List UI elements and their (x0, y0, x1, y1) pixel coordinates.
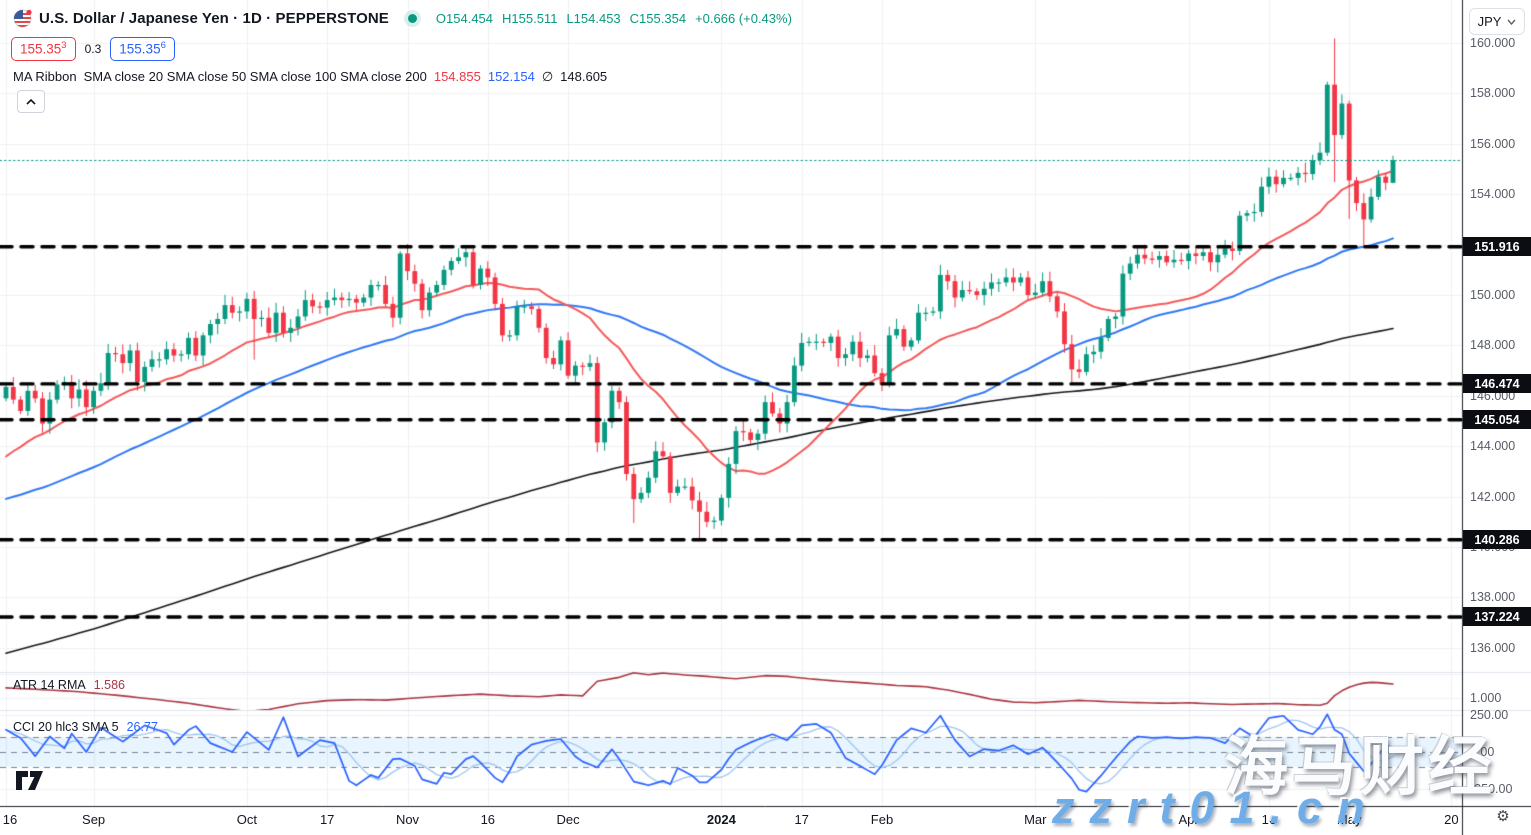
ma20-value: 154.855 (433, 69, 481, 84)
ma100-value: ∅ (541, 69, 554, 84)
price-level-badge: 151.916 (1463, 237, 1531, 257)
time-tick-label[interactable]: 16 (1261, 812, 1277, 827)
tradingview-logo[interactable] (15, 770, 45, 796)
ohlc-values: O154.454 H155.511 L154.453 C155.354 +0.6… (436, 11, 792, 26)
time-tick-label[interactable]: Apr (1178, 812, 1199, 827)
ma200-value: 148.605 (560, 69, 608, 84)
ma50-value: 152.154 (487, 69, 535, 84)
ask-price-box[interactable]: 155.356 (110, 37, 175, 61)
price-tick-label[interactable]: 158.000 (1470, 86, 1516, 101)
spread-value: 0.3 (84, 41, 102, 56)
bid-ask-row: 155.353 0.3 155.356 (11, 37, 175, 61)
atr-label: ATR 14 RMA (13, 678, 86, 692)
time-tick-label[interactable]: 16 (480, 812, 496, 827)
ask-price-fraction: 6 (160, 40, 166, 51)
price-tick-label[interactable]: 136.000 (1470, 640, 1516, 655)
price-tick-label[interactable]: 150.000 (1470, 288, 1516, 303)
time-tick-label[interactable]: 17 (319, 812, 335, 827)
symbol-legend: U.S. Dollar / Japanese Yen · 1D · PEPPER… (13, 9, 792, 28)
bid-price-box[interactable]: 155.353 (11, 37, 76, 61)
price-tick-label[interactable]: 138.000 (1470, 590, 1516, 605)
cci-tick-label[interactable]: 250.00 (1470, 708, 1509, 723)
cci-tick-label[interactable]: 0.00 (1470, 745, 1495, 759)
ohlc-low: L154.453 (566, 11, 621, 26)
ohlc-change: +0.666 (+0.43%) (695, 11, 792, 26)
time-tick-label[interactable]: May (1336, 812, 1362, 827)
time-tick-label[interactable]: Oct (236, 812, 258, 827)
symbol-title[interactable]: U.S. Dollar / Japanese Yen · 1D · PEPPER… (39, 10, 389, 27)
ohlc-high: H155.511 (502, 11, 558, 26)
time-tick-label[interactable]: 2024 (706, 812, 736, 827)
cci-legend[interactable]: CCI 20 hlc3 SMA 5 26.77 (13, 720, 158, 734)
price-tick-label[interactable]: 160.000 (1470, 36, 1516, 51)
collapse-button[interactable] (17, 90, 45, 113)
axis-settings-gear-icon[interactable]: ⚙ (1496, 807, 1510, 825)
price-tick-label[interactable]: 156.000 (1470, 136, 1516, 151)
us-flag-icon (13, 9, 32, 28)
time-tick-label[interactable]: Nov (395, 812, 420, 827)
time-tick-label[interactable]: 16 (2, 812, 18, 827)
ohlc-close: C155.354 (629, 11, 687, 26)
price-level-badge: 145.054 (1463, 410, 1531, 430)
bid-price-fraction: 3 (61, 40, 67, 51)
cci-label: CCI 20 hlc3 SMA 5 (13, 720, 119, 734)
price-tick-label[interactable]: 154.000 (1470, 187, 1516, 202)
ma-ribbon-legend[interactable]: MA Ribbon SMA close 20 SMA close 50 SMA … (13, 69, 607, 85)
atr-value: 1.586 (93, 678, 125, 692)
ma-ribbon-title: MA Ribbon (13, 69, 77, 84)
price-level-badge: 146.474 (1463, 374, 1531, 394)
ohlc-open: O154.454 (435, 11, 494, 26)
currency-label: JPY (1477, 14, 1502, 29)
time-tick-label[interactable]: Dec (556, 812, 580, 827)
market-status-dot[interactable] (407, 14, 417, 23)
price-tick-label[interactable]: 142.000 (1470, 489, 1516, 504)
atr-legend[interactable]: ATR 14 RMA 1.586 (13, 678, 125, 692)
price-tick-label[interactable]: 144.000 (1470, 439, 1516, 454)
time-tick-label[interactable]: Feb (870, 812, 894, 827)
currency-button[interactable]: JPY (1469, 8, 1525, 35)
atr-tick-label[interactable]: 1.000 (1470, 690, 1502, 705)
tradingview-logo-icon (16, 771, 43, 790)
price-level-badge: 140.286 (1463, 530, 1531, 550)
ma-ribbon-params: SMA close 20 SMA close 50 SMA close 100 … (83, 69, 427, 84)
cci-value: 26.77 (126, 720, 158, 734)
chevron-down-icon (1507, 19, 1516, 25)
bid-price: 155.35 (20, 41, 62, 57)
cci-tick-label[interactable]: -250.00 (1470, 781, 1513, 796)
price-level-badge: 137.224 (1463, 607, 1531, 627)
price-tick-label[interactable]: 148.000 (1470, 338, 1516, 353)
chevron-up-icon (26, 98, 36, 105)
time-tick-label[interactable]: Sep (82, 812, 106, 827)
ask-price: 155.35 (119, 41, 161, 57)
time-tick-label[interactable]: Mar (1024, 812, 1047, 827)
time-tick-label[interactable]: 20 (1444, 812, 1459, 827)
time-tick-label[interactable]: 17 (794, 812, 809, 827)
